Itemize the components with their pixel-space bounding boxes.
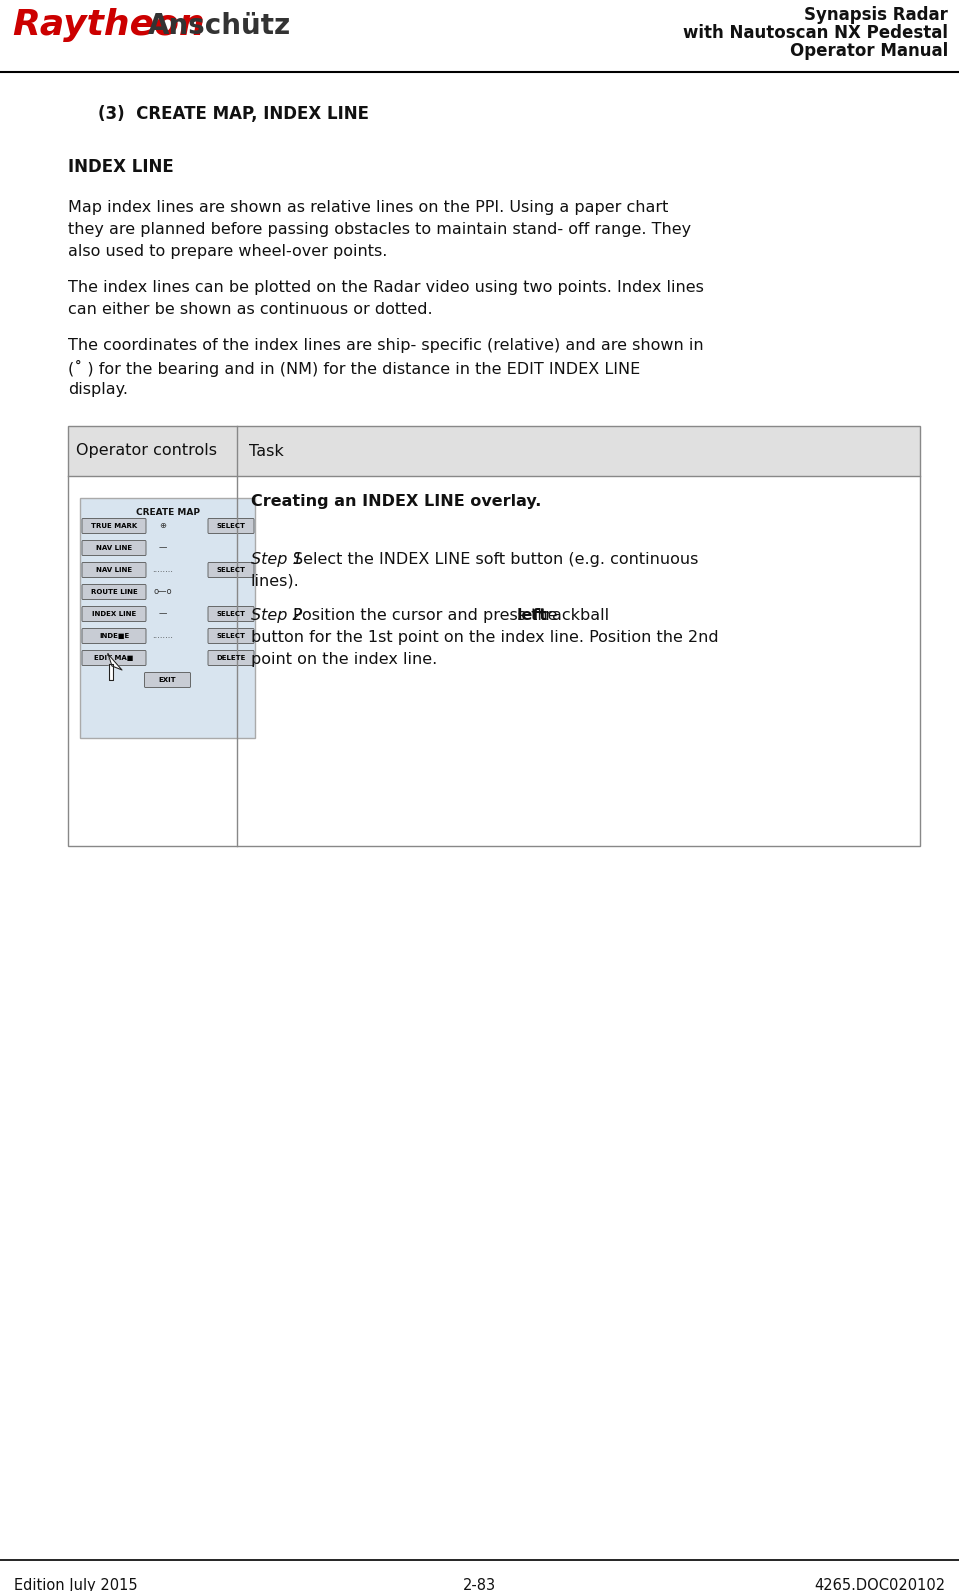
- Bar: [68, 426, 920, 846]
- FancyBboxPatch shape: [145, 673, 191, 687]
- Text: with Nautoscan NX Pedestal: with Nautoscan NX Pedestal: [683, 24, 948, 41]
- Text: Raytheon: Raytheon: [12, 8, 205, 41]
- FancyBboxPatch shape: [208, 628, 254, 643]
- Text: INDEX LINE: INDEX LINE: [68, 158, 174, 177]
- Text: Edition July 2015: Edition July 2015: [14, 1578, 138, 1591]
- Text: Position the cursor and press the: Position the cursor and press the: [293, 608, 557, 624]
- Text: EDIT MA■: EDIT MA■: [94, 655, 133, 660]
- FancyBboxPatch shape: [82, 628, 146, 643]
- Polygon shape: [108, 654, 122, 670]
- Text: Operator controls: Operator controls: [76, 444, 217, 458]
- Text: INDE■E: INDE■E: [99, 633, 129, 640]
- Text: ........: ........: [152, 565, 174, 574]
- Text: SELECT: SELECT: [217, 523, 246, 528]
- Text: ........: ........: [152, 632, 174, 641]
- Text: EXIT: EXIT: [158, 678, 176, 683]
- Text: Map index lines are shown as relative lines on the PPI. Using a paper chart: Map index lines are shown as relative li…: [68, 200, 668, 215]
- Text: point on the index line.: point on the index line.: [251, 652, 437, 667]
- FancyBboxPatch shape: [208, 519, 254, 533]
- Text: they are planned before passing obstacles to maintain stand- off range. They: they are planned before passing obstacle…: [68, 223, 691, 237]
- FancyBboxPatch shape: [82, 519, 146, 533]
- Text: 2-83: 2-83: [463, 1578, 496, 1591]
- Text: Task: Task: [249, 444, 284, 458]
- Text: SELECT: SELECT: [217, 566, 246, 573]
- Text: ⊕: ⊕: [159, 522, 167, 530]
- Text: The index lines can be plotted on the Radar video using two points. Index lines: The index lines can be plotted on the Ra…: [68, 280, 704, 294]
- FancyBboxPatch shape: [208, 651, 254, 665]
- FancyBboxPatch shape: [82, 563, 146, 578]
- Text: also used to prepare wheel-over points.: also used to prepare wheel-over points.: [68, 243, 387, 259]
- Text: o—o: o—o: [153, 587, 173, 597]
- Text: left: left: [517, 608, 549, 624]
- Text: INDEX LINE: INDEX LINE: [92, 611, 136, 617]
- Text: NAV LINE: NAV LINE: [96, 566, 132, 573]
- Text: Step 1: Step 1: [251, 552, 303, 566]
- FancyBboxPatch shape: [82, 541, 146, 555]
- Text: Anschütz: Anschütz: [148, 13, 292, 40]
- Text: CREATE MAP: CREATE MAP: [135, 508, 199, 517]
- Text: The coordinates of the index lines are ship- specific (relative) and are shown i: The coordinates of the index lines are s…: [68, 337, 704, 353]
- Polygon shape: [109, 663, 113, 679]
- Bar: [68, 426, 920, 476]
- Text: display.: display.: [68, 382, 128, 398]
- Text: 4265.DOC020102: 4265.DOC020102: [814, 1578, 945, 1591]
- Text: SELECT: SELECT: [217, 611, 246, 617]
- Text: (3)  CREATE MAP, INDEX LINE: (3) CREATE MAP, INDEX LINE: [98, 105, 369, 123]
- Text: ROUTE LINE: ROUTE LINE: [90, 589, 137, 595]
- FancyBboxPatch shape: [82, 584, 146, 600]
- Bar: [80, 498, 255, 738]
- Text: SELECT: SELECT: [217, 633, 246, 640]
- Text: lines).: lines).: [251, 574, 300, 589]
- Text: trackball: trackball: [540, 608, 610, 624]
- Text: TRUE MARK: TRUE MARK: [91, 523, 137, 528]
- Text: DELETE: DELETE: [217, 655, 246, 660]
- Text: Creating an INDEX LINE overlay.: Creating an INDEX LINE overlay.: [251, 493, 542, 509]
- FancyBboxPatch shape: [208, 606, 254, 622]
- Text: NAV LINE: NAV LINE: [96, 546, 132, 550]
- Text: —: —: [159, 609, 167, 619]
- Text: Synapsis Radar: Synapsis Radar: [805, 6, 948, 24]
- Text: can either be shown as continuous or dotted.: can either be shown as continuous or dot…: [68, 302, 433, 317]
- Text: button for the 1st point on the index line. Position the 2nd: button for the 1st point on the index li…: [251, 630, 718, 644]
- FancyBboxPatch shape: [208, 563, 254, 578]
- Text: Step 2: Step 2: [251, 608, 303, 624]
- Text: Operator Manual: Operator Manual: [790, 41, 948, 60]
- Text: Select the INDEX LINE soft button (e.g. continuous: Select the INDEX LINE soft button (e.g. …: [293, 552, 698, 566]
- Text: (˚ ) for the bearing and in (NM) for the distance in the EDIT INDEX LINE: (˚ ) for the bearing and in (NM) for the…: [68, 360, 641, 377]
- FancyBboxPatch shape: [82, 651, 146, 665]
- Text: —: —: [159, 544, 167, 552]
- FancyBboxPatch shape: [82, 606, 146, 622]
